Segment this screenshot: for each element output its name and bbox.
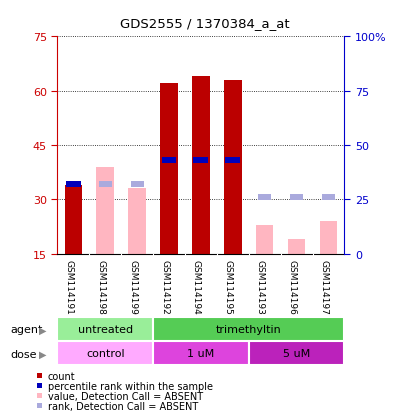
Text: GSM114191: GSM114191 xyxy=(64,260,73,314)
Bar xyxy=(223,81,241,254)
Bar xyxy=(289,195,302,200)
Text: dose: dose xyxy=(10,349,37,359)
Bar xyxy=(153,317,344,341)
Bar xyxy=(57,317,153,341)
Bar xyxy=(319,221,336,254)
Bar xyxy=(193,158,208,164)
Text: 5 uM: 5 uM xyxy=(282,349,310,358)
Bar xyxy=(96,167,114,254)
Bar xyxy=(130,182,143,188)
Text: GSM114193: GSM114193 xyxy=(255,260,264,314)
Text: GDS2555 / 1370384_a_at: GDS2555 / 1370384_a_at xyxy=(120,17,289,31)
Bar xyxy=(161,158,176,164)
Text: ▶: ▶ xyxy=(39,325,47,335)
Bar xyxy=(321,195,334,200)
Bar xyxy=(225,158,240,164)
Bar xyxy=(99,182,112,188)
Bar xyxy=(160,84,178,254)
Bar xyxy=(255,225,273,254)
Text: agent: agent xyxy=(10,325,43,335)
Bar xyxy=(248,342,344,366)
Bar xyxy=(128,189,146,254)
Bar xyxy=(66,182,81,188)
Bar xyxy=(287,240,305,254)
Bar xyxy=(258,195,271,200)
Text: control: control xyxy=(86,349,124,358)
Text: percentile rank within the sample: percentile rank within the sample xyxy=(48,381,212,391)
Text: GSM114196: GSM114196 xyxy=(287,260,296,314)
Text: trimethyltin: trimethyltin xyxy=(215,324,281,334)
Bar xyxy=(57,342,153,366)
Text: ▶: ▶ xyxy=(39,349,47,359)
Text: count: count xyxy=(48,371,75,381)
Text: GSM114199: GSM114199 xyxy=(128,260,137,314)
Bar xyxy=(192,77,209,254)
Text: GSM114192: GSM114192 xyxy=(160,260,169,314)
Text: rank, Detection Call = ABSENT: rank, Detection Call = ABSENT xyxy=(48,401,198,411)
Bar xyxy=(65,185,82,254)
Bar xyxy=(153,342,248,366)
Text: GSM114194: GSM114194 xyxy=(191,260,200,314)
Text: 1 uM: 1 uM xyxy=(187,349,214,358)
Text: GSM114197: GSM114197 xyxy=(319,260,328,314)
Text: GSM114195: GSM114195 xyxy=(223,260,232,314)
Text: GSM114198: GSM114198 xyxy=(96,260,105,314)
Text: untreated: untreated xyxy=(77,324,133,334)
Text: value, Detection Call = ABSENT: value, Detection Call = ABSENT xyxy=(48,391,202,401)
